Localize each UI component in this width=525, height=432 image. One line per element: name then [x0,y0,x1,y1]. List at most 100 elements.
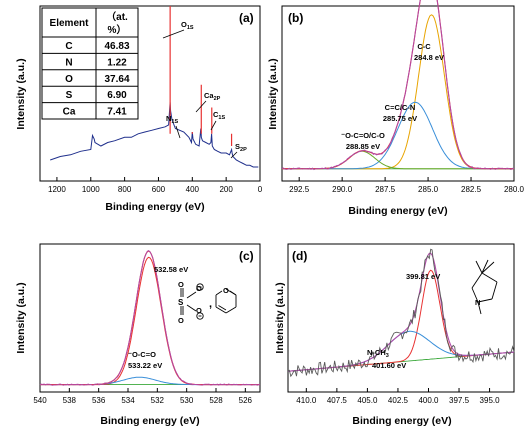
x-tick-label: 526 [239,396,253,405]
table-cell: O [65,74,73,85]
x-tick-label: 1000 [82,185,100,194]
table-cell: 46.83 [104,41,129,52]
nitrogen-symbol: N [475,298,480,307]
x-tick-label: 402.5 [388,396,409,405]
annotation-nch3-energy: 401.60 eV [372,361,406,370]
x-tick-label: 532 [151,396,165,405]
panel-b-label: (b) [288,11,303,25]
pyrrolidine-structure [471,259,498,315]
x-tick-label: 282.5 [461,185,482,194]
annotation-ocoo: ⁻O-C=O/C-O [341,131,385,140]
table-cell: 1.22 [107,57,127,68]
sulfur-symbol: S [178,298,184,307]
panel-a-frame [39,5,261,182]
annotation-ccn: C=C/C-N [385,103,416,112]
annotation-cc: C-C [417,42,431,51]
fit-component-curve [282,101,514,170]
x-tick-label: 405.0 [357,396,378,405]
panel-c-label: (c) [239,249,254,263]
table-header-at: （at. [106,10,128,23]
arrow-o1s [162,29,185,39]
oxygen-symbol: O [196,306,202,315]
arrow-n1s [175,125,181,139]
x-tick-label: 400 [186,185,200,194]
table-cell: C [65,41,72,52]
table-cell: 6.90 [107,90,127,101]
annotation-ocoo-energy: 533.22 eV [128,361,162,370]
panel-d-xlabel: Binding energy (eV) [352,415,451,427]
panel-a-ylabel: Intensity (a.u.) [15,58,27,129]
panel-d: 410.0 407.5 405.0 402.5 400.0 397.5 395.0 (d) … [274,243,515,427]
x-tick-label: 287.5 [375,185,396,194]
x-tick-label: 538 [63,396,77,405]
x-tick-label: 528 [209,396,223,405]
x-tick-label: 285.0 [418,185,439,194]
table-cell: Ca [63,107,76,118]
x-tick-label: 397.5 [449,396,470,405]
panel-b-ylabel: Intensity (a.u.) [267,58,279,129]
panel-d-label: (d) [292,249,307,263]
x-tick-label: 200 [219,185,233,194]
x-tick-label: 530 [180,396,194,405]
peak-label-o1s: O1S [181,20,194,31]
fit-component-curve [282,150,514,170]
comma-separator: , [209,298,212,310]
fit-envelope-curve [282,0,514,170]
x-tick-label: 407.5 [327,396,348,405]
x-tick-label: 280.0 [504,185,525,194]
peak-label-n1s: N1S [166,114,178,125]
arrow-ca2p [195,100,207,113]
x-tick-label: 1200 [48,185,66,194]
panel-b: 292.5 290.0 287.5 285.0 282.5 280.0 (b) Bindi… [267,0,525,217]
dihydropyran-structure [215,288,237,314]
x-tick-label: 290.0 [332,185,353,194]
peak-label-ca2p: Ca2P [204,91,221,102]
table-cell: 37.64 [104,74,129,85]
survey-spectrum-curve [50,102,259,168]
annotation-ocoo: ⁻O-C=O [128,350,156,359]
annotation-nch3: N-CH3 [367,348,389,359]
x-tick-label: 0 [258,185,263,194]
oxygen-symbol: O [223,286,229,295]
x-tick-label: 534 [121,396,135,405]
annotation-peak-main: 532.58 eV [154,265,188,274]
oxygen-symbol: O [178,280,184,289]
arrow-s2p [230,151,238,159]
peak-label-s2p: S2P [235,142,247,153]
panel-d-frame [287,243,515,393]
panel-b-xlabel: Binding energy (eV) [348,205,447,217]
composition-table: Element （at. %） C 46.83 N 1.22 O 37.64 S… [41,7,139,120]
x-tick-label: 800 [118,185,132,194]
panel-c-frame [39,243,261,393]
arrow-c1s [210,120,217,131]
panel-a-xlabel: Binding energy (eV) [105,201,204,213]
annotation-peak-main: 399.81 eV [406,272,440,281]
annotation-ccn-energy: 285.75 eV [383,114,417,123]
panel-c-ylabel: Intensity (a.u.) [15,282,27,353]
x-tick-label: 395.0 [480,396,501,405]
table-cell: S [66,90,73,101]
annotation-cc-energy: 284.8 eV [414,53,444,62]
fit-component-curve [40,376,260,386]
table-cell: 7.41 [107,107,127,118]
panel-a-label: (a) [239,11,254,25]
annotation-ocoo-energy: 288.85 eV [346,142,380,151]
sulfate-structure [180,283,204,320]
peak-label-c1s: C1S [213,110,225,121]
panel-c: 540 538 536 534 532 530 528 526 (c) Binding ene… [15,243,261,427]
x-tick-label: 540 [33,396,47,405]
oxygen-symbol: O [178,316,184,325]
table-cell: N [65,57,72,68]
panel-c-xlabel: Binding energy (eV) [100,415,199,427]
table-header-pct: %） [108,23,127,36]
x-tick-label: 292.5 [289,185,310,194]
panel-a: 1200 1000 800 600 400 200 0 (a) Binding energy… [15,5,263,213]
raw-data-curve [39,249,261,386]
raw-data-curve [287,248,515,378]
raw-data-curve [281,0,515,171]
table-header-element: Element [50,18,90,29]
x-tick-label: 400.0 [418,396,439,405]
x-tick-label: 410.0 [296,396,317,405]
x-tick-label: 536 [92,396,106,405]
